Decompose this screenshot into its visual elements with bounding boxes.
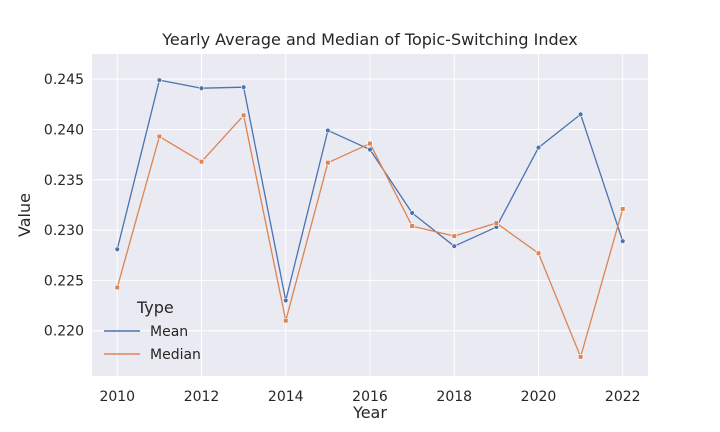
x-tick-label: 2012 <box>184 389 220 405</box>
data-point-median <box>325 160 331 166</box>
data-point-mean <box>114 246 120 252</box>
x-tick-label: 2018 <box>436 389 472 405</box>
legend-title: Type <box>136 298 174 317</box>
x-axis-label: Year <box>352 403 387 422</box>
y-tick-label: 0.220 <box>44 324 84 340</box>
data-point-median <box>409 223 415 229</box>
data-point-mean <box>240 84 247 90</box>
data-point-median <box>451 233 457 239</box>
x-axis-ticks: 2010 2012 2014 2016 2018 2020 2022 <box>99 389 640 405</box>
y-axis-ticks: 0.220 0.225 0.230 0.235 0.240 0.245 <box>44 72 84 340</box>
y-tick-label: 0.235 <box>44 173 84 189</box>
x-tick-label: 2010 <box>99 389 135 405</box>
data-point-median <box>535 250 542 256</box>
data-point-mean <box>198 85 205 91</box>
data-point-mean <box>156 77 163 83</box>
data-point-mean <box>535 144 542 151</box>
data-point-median <box>283 318 289 324</box>
legend: Type Mean Median <box>104 298 201 363</box>
x-tick-label: 2016 <box>352 389 388 405</box>
data-point-mean <box>409 210 415 216</box>
y-tick-label: 0.230 <box>44 223 84 239</box>
data-point-median <box>114 284 120 291</box>
data-point-mean <box>620 238 626 244</box>
x-tick-label: 2020 <box>521 389 557 405</box>
data-point-median <box>367 140 373 147</box>
data-point-median <box>156 133 162 140</box>
y-axis-label: Value <box>15 193 34 237</box>
x-tick-label: 2022 <box>605 389 641 405</box>
data-point-median <box>198 159 205 165</box>
legend-label-mean: Mean <box>150 324 188 340</box>
data-point-mean <box>325 127 331 134</box>
y-tick-label: 0.240 <box>44 122 84 138</box>
data-point-median <box>493 220 499 226</box>
data-point-median <box>620 206 626 212</box>
grid-lines <box>92 54 648 376</box>
data-point-mean <box>577 111 584 118</box>
data-point-median <box>241 112 247 118</box>
y-tick-label: 0.225 <box>44 273 84 289</box>
y-tick-label: 0.245 <box>44 72 84 88</box>
chart-title: Yearly Average and Median of Topic-Switc… <box>161 30 577 49</box>
x-tick-label: 2014 <box>268 389 304 405</box>
legend-label-median: Median <box>150 347 201 363</box>
series-layer <box>114 77 626 360</box>
data-point-mean <box>451 243 457 249</box>
data-point-median <box>578 354 584 360</box>
data-point-mean <box>283 297 289 304</box>
